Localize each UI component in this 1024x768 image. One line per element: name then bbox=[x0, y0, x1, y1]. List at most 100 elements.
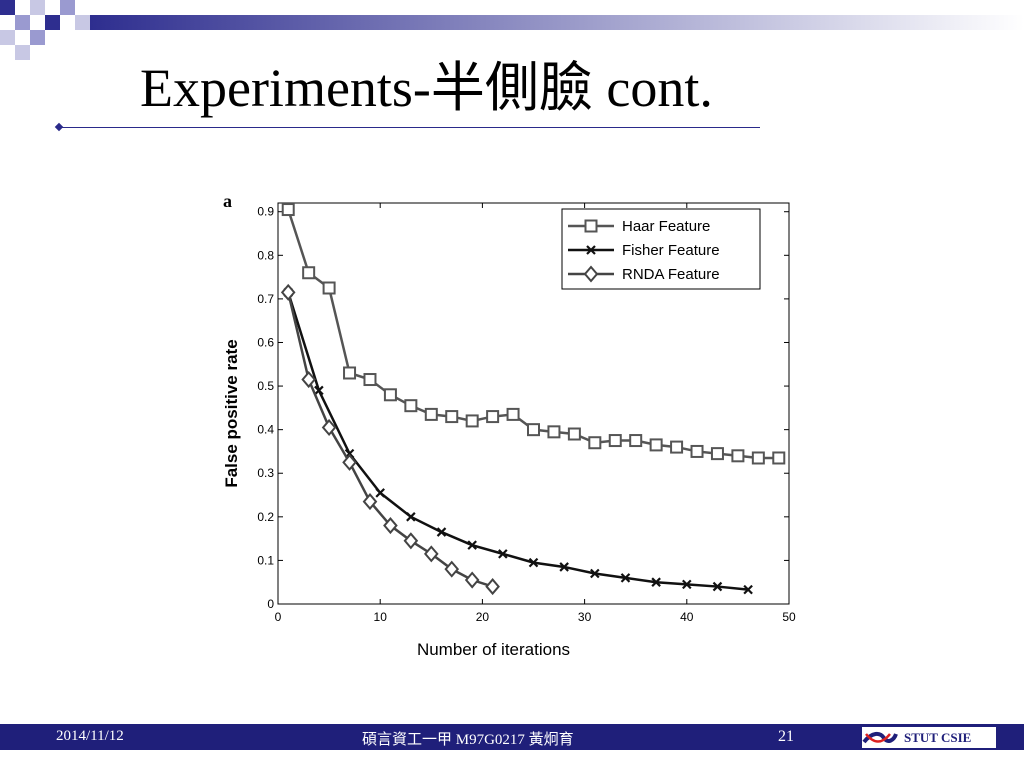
x-tick-label: 50 bbox=[782, 610, 796, 624]
data-point bbox=[527, 423, 540, 437]
data-point bbox=[322, 281, 336, 295]
x-tick-label: 20 bbox=[476, 610, 490, 624]
data-point bbox=[342, 453, 357, 471]
data-point bbox=[321, 418, 337, 437]
corner-square bbox=[60, 0, 75, 15]
data-point bbox=[445, 410, 459, 424]
legend-marker bbox=[583, 265, 599, 283]
data-point bbox=[588, 436, 602, 450]
page-number: 21 bbox=[778, 728, 794, 745]
y-tick-label: 0.9 bbox=[257, 205, 274, 219]
legend-marker bbox=[584, 219, 598, 233]
corner-square bbox=[30, 0, 45, 15]
corner-square bbox=[75, 15, 90, 30]
data-point bbox=[528, 557, 539, 568]
data-point bbox=[651, 577, 661, 587]
false-positive-chart: a 0 10 20 30 40 50 0 0.1 0.2 0.3 0.4 0.5 0.6 0.7 0.8 0.… bbox=[215, 185, 805, 665]
data-point bbox=[404, 399, 418, 413]
data-point bbox=[281, 203, 295, 217]
legend-marker bbox=[586, 245, 596, 255]
corner-square bbox=[45, 15, 60, 30]
data-point bbox=[464, 571, 480, 589]
x-axis-label: Number of iterations bbox=[417, 640, 570, 659]
data-point bbox=[423, 545, 439, 563]
data-point bbox=[314, 385, 324, 396]
footer-bar bbox=[0, 724, 1024, 750]
data-point bbox=[467, 540, 477, 550]
y-tick-label: 0.6 bbox=[257, 335, 274, 349]
data-point bbox=[712, 581, 723, 592]
data-point bbox=[486, 410, 500, 424]
data-point bbox=[465, 414, 479, 428]
data-point bbox=[383, 517, 398, 535]
top-gradient-band bbox=[90, 15, 1024, 30]
data-point bbox=[559, 562, 569, 572]
data-point bbox=[772, 451, 786, 465]
data-point bbox=[383, 388, 397, 402]
data-point bbox=[690, 444, 704, 458]
plot-frame bbox=[277, 202, 790, 605]
y-tick-label: 0.5 bbox=[257, 379, 274, 393]
corner-square bbox=[30, 30, 45, 45]
data-point bbox=[608, 434, 622, 448]
corner-square bbox=[0, 0, 15, 15]
data-point bbox=[649, 438, 663, 452]
data-point bbox=[751, 451, 765, 465]
data-point bbox=[670, 440, 684, 454]
slide-title: Experiments-半側臉 cont. bbox=[140, 58, 713, 118]
logo-swoosh-icon bbox=[862, 731, 898, 743]
data-point bbox=[301, 370, 316, 389]
x-tick-label: 0 bbox=[275, 610, 282, 624]
corner-square bbox=[0, 30, 15, 45]
data-point bbox=[406, 512, 416, 522]
y-tick-label: 0.3 bbox=[257, 466, 274, 480]
x-tick-label: 30 bbox=[578, 610, 592, 624]
data-point bbox=[710, 447, 724, 461]
series-line bbox=[287, 291, 749, 591]
data-point bbox=[682, 579, 692, 590]
data-point bbox=[444, 560, 460, 578]
data-point bbox=[567, 427, 581, 441]
data-point bbox=[302, 266, 316, 280]
title-rule bbox=[60, 127, 760, 128]
data-point bbox=[375, 488, 385, 498]
axis-ticks: 0 10 20 30 40 50 0 0.1 0.2 0.3 0.4 0.5 0.6 0.7 0.8 0.9 bbox=[257, 203, 796, 624]
x-tick-label: 40 bbox=[680, 610, 694, 624]
series-group bbox=[280, 203, 786, 596]
footer-author: 碩言資工一甲 M97G0217 黃炯育 bbox=[362, 732, 574, 748]
data-point bbox=[506, 407, 520, 421]
legend-entry: Haar Feature bbox=[622, 218, 710, 235]
data-point bbox=[547, 425, 561, 439]
data-point bbox=[731, 449, 745, 463]
y-tick-label: 0.1 bbox=[257, 553, 274, 567]
series-diamond bbox=[280, 283, 500, 596]
x-tick-label: 10 bbox=[374, 610, 388, 624]
y-tick-label: 0 bbox=[267, 597, 274, 611]
y-tick-label: 0.2 bbox=[257, 510, 274, 524]
data-point bbox=[590, 568, 600, 579]
legend-entry: RNDA Feature bbox=[622, 266, 720, 283]
data-point bbox=[403, 532, 419, 550]
data-point bbox=[485, 578, 500, 596]
y-tick-label: 0.7 bbox=[257, 292, 274, 306]
data-point bbox=[620, 573, 631, 583]
chart-legend: Haar Feature Fisher Feature RNDA Feature bbox=[561, 208, 761, 290]
series-square bbox=[281, 203, 786, 465]
data-point bbox=[424, 407, 438, 421]
data-point bbox=[343, 366, 357, 380]
data-point bbox=[436, 527, 447, 537]
data-point bbox=[362, 493, 378, 511]
y-tick-label: 0.4 bbox=[257, 423, 274, 437]
panel-label: a bbox=[223, 191, 232, 211]
data-point bbox=[498, 549, 508, 559]
stut-logo: STUT CSIE bbox=[862, 727, 996, 748]
logo-text: STUT CSIE bbox=[904, 729, 972, 745]
footer-date: 2014/11/12 bbox=[56, 728, 124, 744]
data-point bbox=[743, 584, 753, 595]
data-point bbox=[363, 373, 377, 387]
data-point bbox=[629, 434, 643, 448]
corner-square bbox=[15, 45, 30, 60]
data-point bbox=[280, 283, 296, 301]
legend-entry: Fisher Feature bbox=[622, 242, 720, 259]
corner-square bbox=[15, 15, 30, 30]
